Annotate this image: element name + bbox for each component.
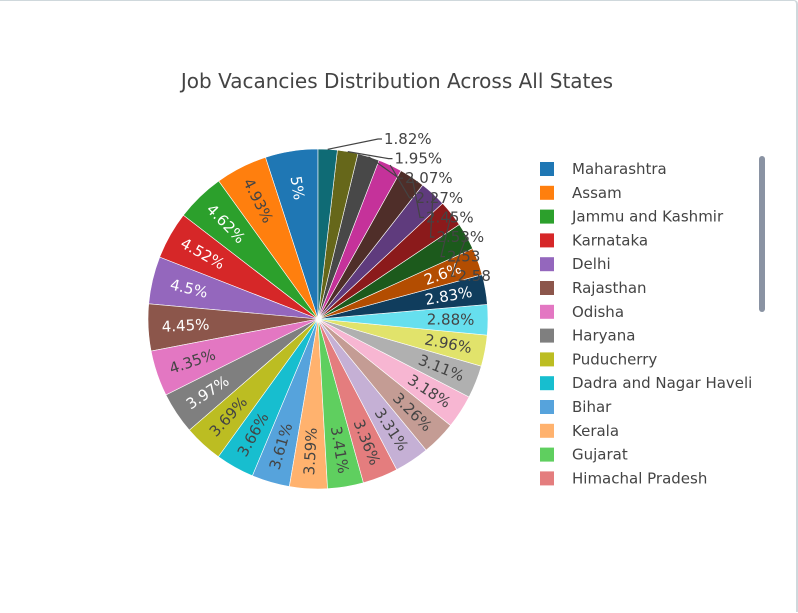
pie-outside-label: 1.95% — [395, 150, 443, 168]
pie-leader-line — [347, 151, 393, 160]
legend: Maharashtra Assam Jammu and Kashmir Karnata… — [540, 160, 752, 487]
pie-slices — [147, 148, 489, 490]
legend-swatch[interactable] — [540, 423, 554, 438]
legend-item[interactable]: Dadra and Nagar Haveli — [572, 374, 752, 392]
chart-title: Job Vacancies Distribution Across All St… — [179, 69, 613, 93]
legend-item[interactable]: Haryana — [572, 327, 635, 345]
pie-outside-label: 2.45% — [426, 208, 474, 226]
legend-swatch[interactable] — [540, 328, 554, 343]
legend-item[interactable]: Delhi — [572, 255, 611, 273]
legend-item[interactable]: Jammu and Kashmir — [571, 208, 724, 226]
legend-swatch[interactable] — [540, 376, 554, 391]
legend-item[interactable]: Assam — [572, 184, 622, 202]
legend-swatch[interactable] — [540, 257, 554, 272]
pie-slice-label: 5% — [287, 175, 309, 201]
pie-leader-line — [389, 164, 414, 199]
pie-outside-label: 2.07% — [405, 169, 453, 187]
legend-swatch[interactable] — [540, 185, 554, 200]
legend-swatch[interactable] — [540, 304, 554, 319]
pie-outside-label: 2.58 — [458, 267, 491, 285]
pie-slice-label: 4.45% — [161, 315, 209, 335]
legend-swatch[interactable] — [540, 471, 554, 486]
legend-scrollbar[interactable] — [759, 156, 765, 312]
legend-item[interactable]: Bihar — [572, 398, 612, 416]
legend-item[interactable]: Rajasthan — [572, 279, 647, 297]
pie-outside-labels: 1.82% 1.95%2.07% 2.27%2.45% 2.53% 2.532.58 — [327, 130, 491, 285]
pie-leader-line — [429, 193, 435, 238]
legend-item[interactable]: Maharashtra — [572, 160, 667, 178]
legend-item[interactable]: Himachal Pradesh — [572, 469, 707, 487]
pie-outside-label: 2.53 — [447, 248, 480, 266]
legend-item[interactable]: Puducherry — [572, 350, 657, 368]
legend-swatch[interactable] — [540, 352, 554, 367]
pie-leader-line — [368, 156, 403, 179]
legend-item[interactable]: Odisha — [572, 303, 624, 321]
legend-swatch[interactable] — [540, 400, 554, 414]
pie-leader-line — [411, 177, 424, 218]
pie-leader-line — [440, 213, 452, 258]
pie-outside-label: 2.27% — [416, 189, 464, 207]
legend-item[interactable]: Karnataka — [572, 231, 648, 249]
pie-leader-line — [327, 138, 382, 150]
pie-slice-label: 3.59% — [300, 427, 321, 476]
pie-leader-line — [450, 236, 468, 277]
legend-swatch[interactable] — [540, 162, 554, 176]
pie-outside-label: 2.53% — [437, 228, 485, 246]
legend-swatch[interactable] — [540, 447, 554, 462]
pie-slice-label: 2.88% — [427, 310, 475, 328]
legend-item[interactable]: Gujarat — [572, 446, 628, 464]
legend-swatch[interactable] — [540, 209, 554, 224]
pie-outside-label: 1.82% — [384, 130, 432, 148]
legend-swatch[interactable] — [540, 233, 554, 248]
legend-item[interactable]: Kerala — [572, 422, 619, 440]
legend-swatch[interactable] — [540, 281, 554, 295]
